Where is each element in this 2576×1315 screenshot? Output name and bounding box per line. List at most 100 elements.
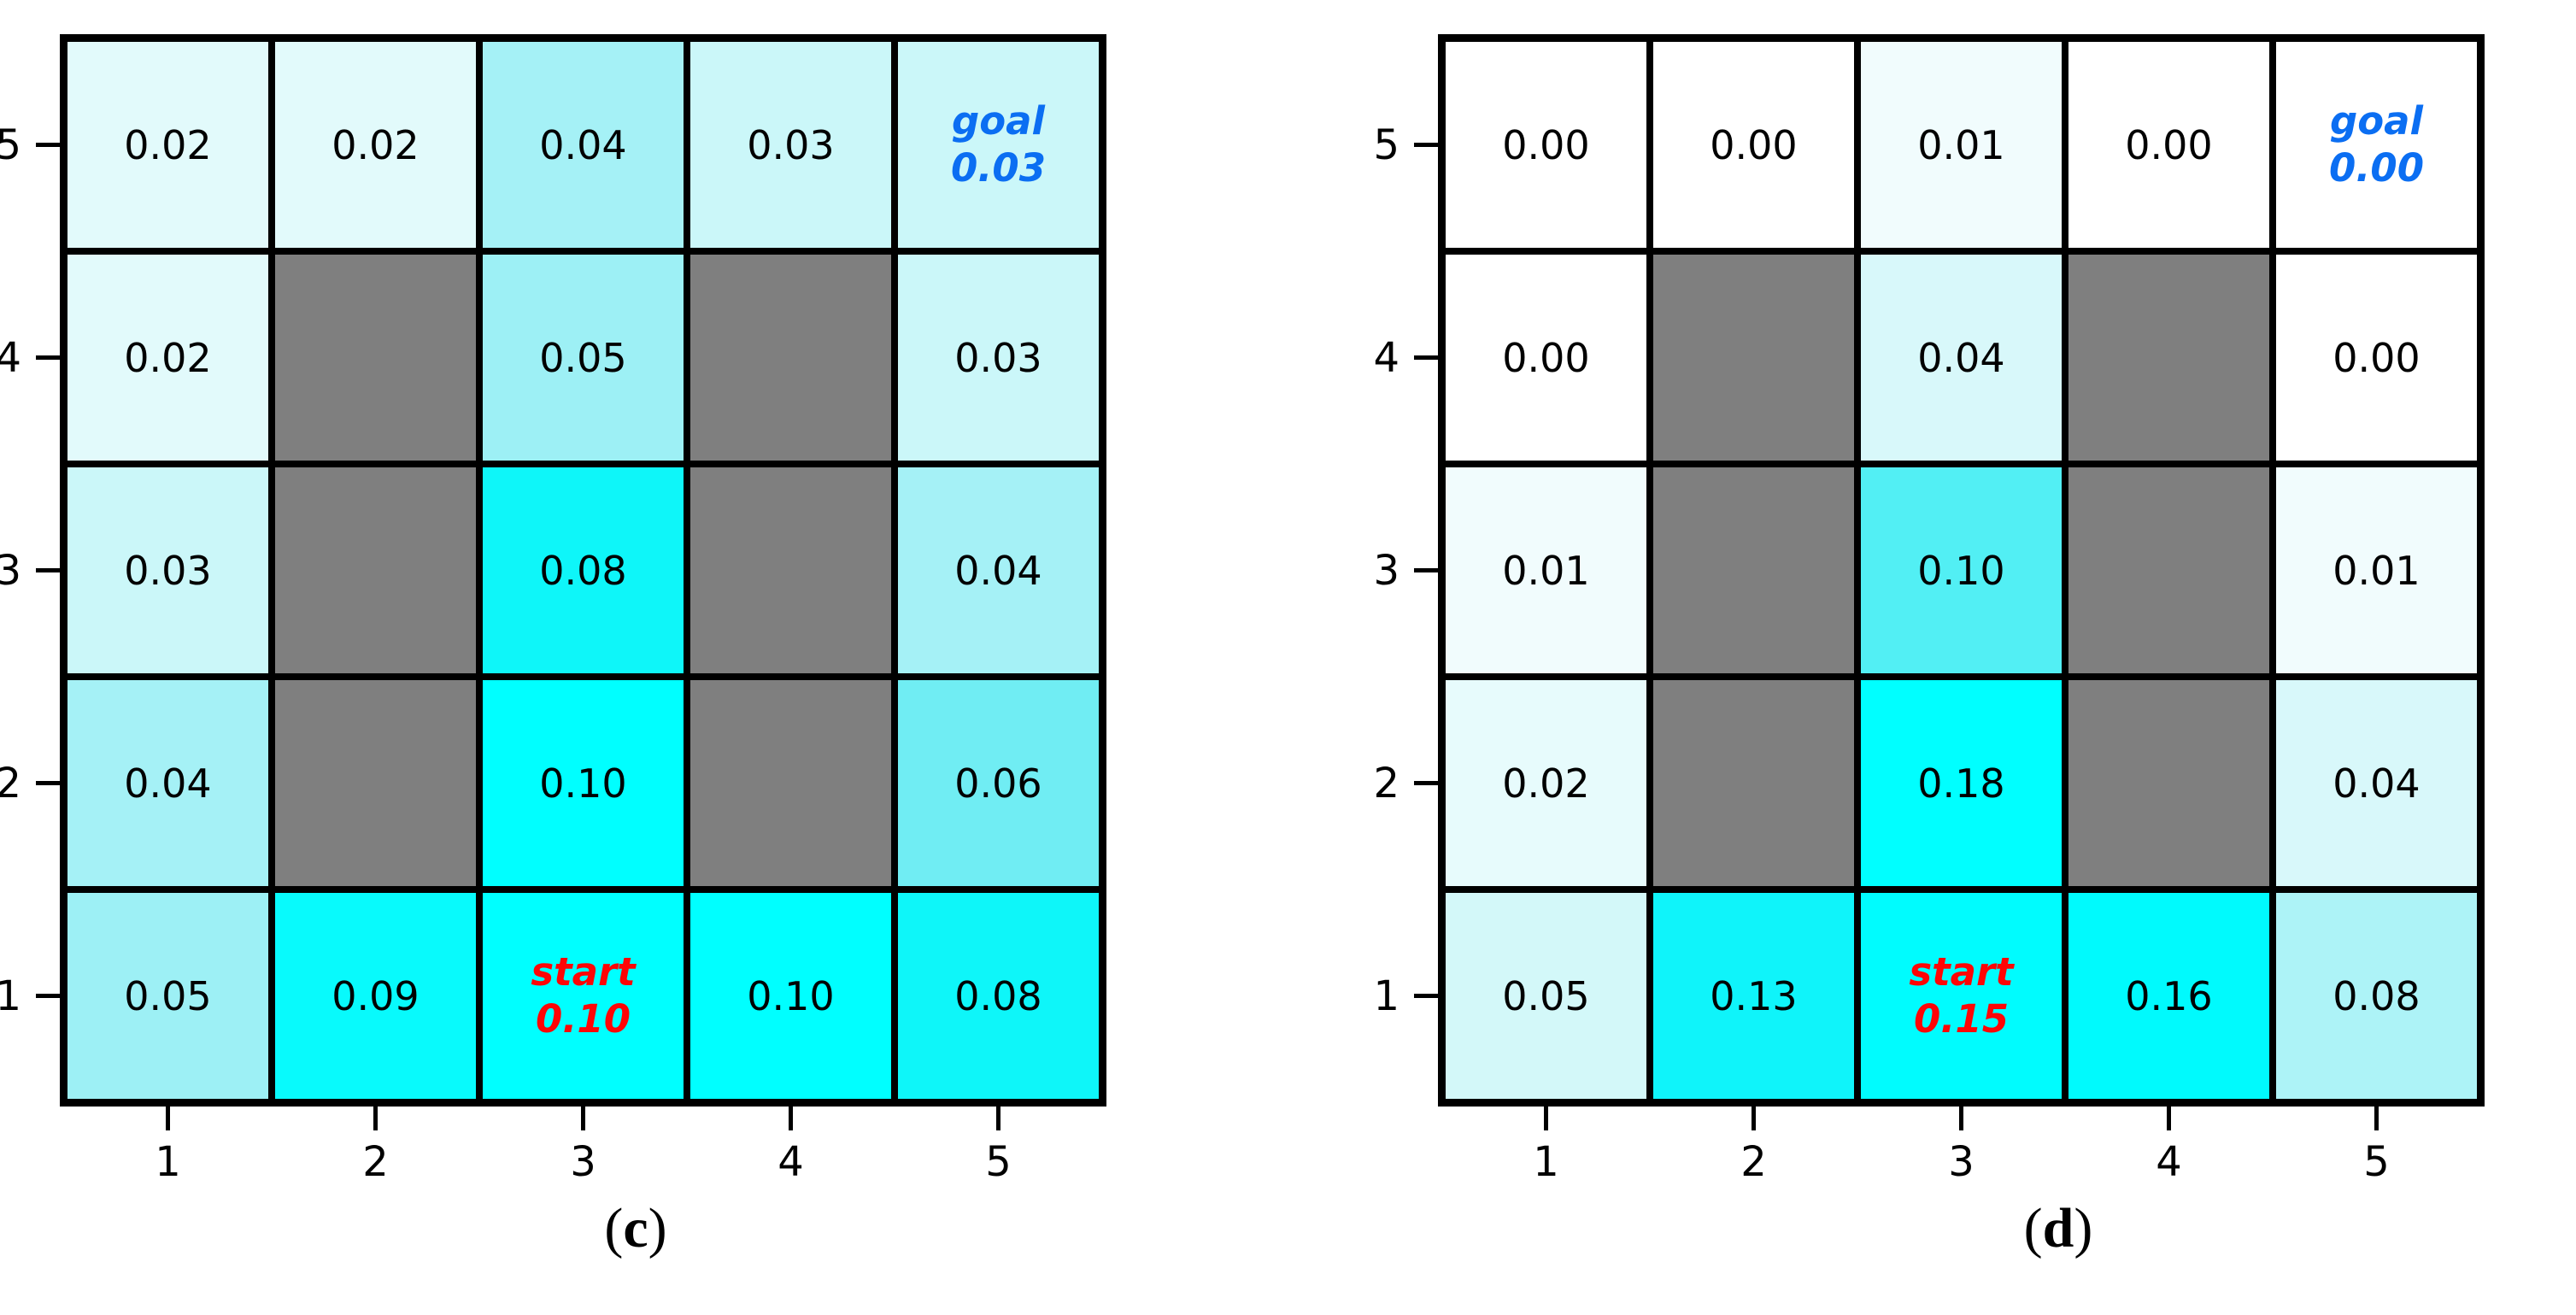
y-tick-mark (36, 568, 60, 572)
y-tick-mark (36, 355, 60, 360)
value-cell: 0.04 (1861, 255, 2062, 461)
value-cell: 0.10 (690, 893, 891, 1099)
value-cell: 0.06 (898, 680, 1099, 886)
x-tick-label: 4 (2156, 1138, 2182, 1186)
wall-cell (690, 467, 891, 673)
value-cell: 0.08 (2276, 893, 2477, 1099)
caption-paren: ) (2074, 1197, 2093, 1259)
value-cell: 0.00 (2068, 42, 2269, 248)
value-cell: 0.03 (898, 255, 1099, 461)
x-tick-mark (373, 1107, 378, 1130)
value-cell: 0.02 (1446, 680, 1646, 886)
y-tick-mark (1414, 781, 1438, 785)
y-tick-label: 4 (0, 333, 21, 382)
value-cell: 0.00 (1446, 42, 1646, 248)
value-cell: 0.04 (67, 680, 268, 886)
goal-label: goal (952, 97, 1045, 144)
start-label: start (1909, 948, 2014, 995)
wall-cell (690, 255, 891, 461)
value-cell: 0.02 (275, 42, 476, 248)
x-tick-label: 2 (362, 1138, 389, 1186)
value-cell: 0.13 (1653, 893, 1854, 1099)
y-tick-label: 1 (1373, 972, 1399, 1020)
x-tick-label: 5 (2363, 1138, 2390, 1186)
y-tick-label: 5 (0, 120, 21, 169)
x-tick-label: 2 (1740, 1138, 1767, 1186)
start-value: 0.15 (1913, 995, 2010, 1042)
wall-cell (2068, 680, 2269, 886)
panel-c: 0.02 0.02 0.04 0.03 goal 0.03 0.02 0.05 0.03 0.03… (0, 34, 1106, 1186)
value-cell: 0.05 (483, 255, 684, 461)
goal-cell: goal 0.00 (2276, 42, 2477, 248)
y-tick-mark (36, 143, 60, 147)
value-cell: 0.16 (2068, 893, 2269, 1099)
caption-letter: d (2042, 1197, 2074, 1259)
value-cell: 0.10 (483, 680, 684, 886)
y-tick-label: 2 (0, 759, 21, 807)
x-tick-mark (2167, 1107, 2171, 1130)
value-cell: 0.04 (898, 467, 1099, 673)
y-tick-mark (1414, 568, 1438, 572)
x-tick-mark (166, 1107, 170, 1130)
y-tick-mark (1414, 994, 1438, 998)
y-tick-label: 5 (1373, 120, 1399, 169)
x-tick-label: 4 (777, 1138, 804, 1186)
x-tick-mark (789, 1107, 793, 1130)
value-cell: 0.02 (67, 255, 268, 461)
wall-cell (2068, 255, 2269, 461)
y-tick-mark (36, 994, 60, 998)
wall-cell (1653, 255, 1854, 461)
value-cell: 0.03 (690, 42, 891, 248)
value-cell: 0.09 (275, 893, 476, 1099)
value-cell: 0.00 (2276, 255, 2477, 461)
x-tick-label: 1 (1533, 1138, 1559, 1186)
caption-paren: ( (2023, 1197, 2043, 1259)
heatmap-grid: 0.02 0.02 0.04 0.03 goal 0.03 0.02 0.05 0.03 0.03… (60, 34, 1106, 1107)
goal-value: 0.03 (950, 144, 1047, 191)
value-cell: 0.00 (1446, 255, 1646, 461)
x-tick-mark (2374, 1107, 2379, 1130)
y-tick-mark (36, 781, 60, 785)
goal-cell: goal 0.03 (898, 42, 1099, 248)
wall-cell (275, 255, 476, 461)
y-tick-label: 1 (0, 972, 21, 1020)
y-tick-label: 3 (1373, 546, 1399, 595)
value-cell: 0.08 (483, 467, 684, 673)
value-cell: 0.01 (1446, 467, 1646, 673)
heatmap-grid: 0.00 0.00 0.01 0.00 goal 0.00 0.00 0.04 0.00 0.01… (1438, 34, 2485, 1107)
wall-cell (1653, 467, 1854, 673)
value-cell: 0.05 (1446, 893, 1646, 1099)
start-cell: start 0.15 (1861, 893, 2062, 1099)
wall-cell (690, 680, 891, 886)
x-tick-label: 3 (1948, 1138, 1975, 1186)
x-tick-mark (996, 1107, 1000, 1130)
y-tick-label: 3 (0, 546, 21, 595)
x-tick-label: 5 (985, 1138, 1012, 1186)
goal-label: goal (2330, 97, 2423, 144)
start-cell: start 0.10 (483, 893, 684, 1099)
start-value: 0.10 (535, 995, 631, 1042)
value-cell: 0.04 (2276, 680, 2477, 886)
x-tick-mark (1544, 1107, 1548, 1130)
x-tick-label: 3 (570, 1138, 596, 1186)
y-tick-label: 2 (1373, 759, 1399, 807)
caption-c: (c) (604, 1196, 666, 1261)
y-tick-mark (1414, 143, 1438, 147)
value-cell: 0.08 (898, 893, 1099, 1099)
wall-cell (1653, 680, 1854, 886)
value-cell: 0.10 (1861, 467, 2062, 673)
start-label: start (531, 948, 636, 995)
value-cell: 0.01 (2276, 467, 2477, 673)
value-cell: 0.04 (483, 42, 684, 248)
y-tick-mark (1414, 355, 1438, 360)
caption-letter: c (623, 1197, 648, 1259)
panel-d: 0.00 0.00 0.01 0.00 goal 0.00 0.00 0.04 0.00 0.01… (1373, 34, 2485, 1186)
goal-value: 0.00 (2328, 144, 2425, 191)
x-tick-mark (581, 1107, 585, 1130)
caption-paren: ) (648, 1197, 667, 1259)
x-tick-label: 1 (155, 1138, 181, 1186)
x-tick-mark (1959, 1107, 1963, 1130)
caption-d: (d) (2024, 1196, 2093, 1261)
y-tick-label: 4 (1373, 333, 1399, 382)
x-tick-mark (1752, 1107, 1756, 1130)
